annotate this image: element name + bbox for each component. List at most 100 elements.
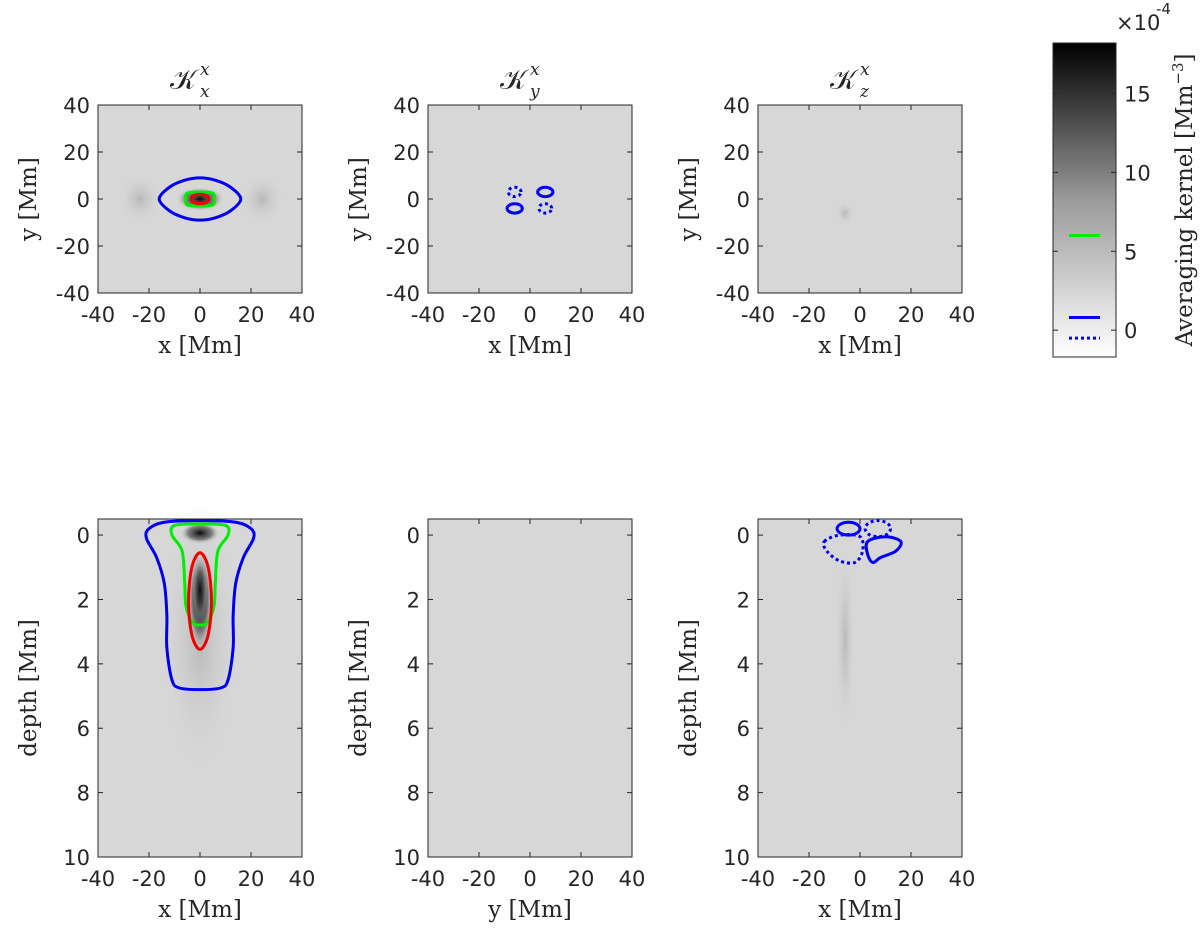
title: 𝒦 (830, 63, 860, 96)
x-axis-label: x [Mm] (818, 897, 902, 923)
x-tick-label: -20 (132, 303, 166, 327)
title-sup: x (200, 60, 210, 80)
axes-box (97, 104, 303, 294)
y-tick-label: 0 (737, 188, 750, 212)
y-tick-label: 8 (737, 782, 750, 806)
contour (863, 519, 893, 539)
y-tick-label: 10 (723, 846, 750, 870)
colorbar-tick-label: 15 (1124, 82, 1151, 106)
y-tick-label: 8 (77, 782, 90, 806)
y-tick-label: 4 (407, 653, 420, 677)
x-tick-label: -40 (81, 867, 115, 891)
colorbar-label-text: Averaging kernel [Mm (1172, 84, 1198, 347)
y-tick-label: 0 (737, 524, 750, 548)
y-tick-label: 4 (737, 653, 750, 677)
y-tick-label: -20 (716, 235, 750, 259)
shade (835, 540, 855, 740)
contour (157, 176, 243, 222)
x-axis-label: x [Mm] (158, 897, 242, 923)
shade (118, 173, 162, 225)
x-axis-label: x [Mm] (488, 333, 572, 359)
y-tick-label: 0 (77, 188, 90, 212)
y-tick-label: 40 (723, 94, 750, 118)
shade (193, 560, 207, 620)
x-tick-label: 20 (568, 303, 595, 327)
colorbar-tick-label: 5 (1124, 240, 1137, 264)
x-tick-label: -40 (411, 867, 445, 891)
y-tick-label: 6 (407, 717, 420, 741)
x-tick-label: 0 (523, 303, 536, 327)
x-tick-label: 0 (193, 303, 206, 327)
x-tick-label: 20 (898, 867, 925, 891)
x-tick-label: 40 (949, 867, 976, 891)
y-tick-label: -20 (386, 235, 420, 259)
y-tick-label: 0 (77, 524, 90, 548)
title: 𝒦 (500, 63, 530, 96)
y-axis-label: depth [Mm] (346, 619, 372, 757)
axes-box (757, 104, 963, 294)
y-tick-label: 40 (393, 94, 420, 118)
y-tick-label: 2 (737, 588, 750, 612)
x-tick-label: 40 (289, 303, 316, 327)
y-tick-label: 20 (393, 141, 420, 165)
axes-box (757, 518, 963, 858)
x-tick-label: 0 (523, 867, 536, 891)
contour (144, 519, 256, 692)
colorbar (1052, 42, 1117, 358)
y-tick-label: 0 (407, 524, 420, 548)
shade (180, 522, 220, 544)
x-tick-label: 20 (898, 303, 925, 327)
x-axis-label: y [Mm] (487, 897, 572, 923)
x-tick-label: -20 (792, 303, 826, 327)
title-sup: x (860, 60, 870, 80)
axes-box (427, 518, 633, 858)
x-tick-label: -40 (741, 303, 775, 327)
y-tick-label: -20 (56, 235, 90, 259)
colorbar-label-end: ] (1172, 54, 1198, 63)
colorbar-exponent: ×10 (1116, 11, 1160, 35)
contour (184, 190, 216, 208)
x-tick-label: 20 (568, 867, 595, 891)
x-tick-label: -40 (741, 867, 775, 891)
colorbar-exponent-power: -4 (1156, 0, 1171, 18)
x-tick-label: -20 (792, 867, 826, 891)
x-tick-label: 0 (853, 867, 866, 891)
colorbar-tick-label: 10 (1124, 161, 1151, 185)
y-tick-label: 20 (63, 141, 90, 165)
x-tick-label: -20 (132, 867, 166, 891)
axes-box (97, 518, 303, 858)
x-tick-label: 0 (193, 867, 206, 891)
colorbar-label: Averaging kernel [Mm−3] (1169, 54, 1198, 348)
x-tick-label: -40 (411, 303, 445, 327)
contour (187, 551, 213, 651)
shade (240, 173, 284, 225)
plot-background (428, 105, 632, 293)
y-tick-label: -40 (386, 282, 420, 306)
y-tick-label: 6 (77, 717, 90, 741)
title: 𝒦 (170, 63, 200, 96)
y-tick-label: -40 (56, 282, 90, 306)
y-tick-label: 40 (63, 94, 90, 118)
title-sub: z (859, 82, 870, 102)
x-tick-label: 0 (853, 303, 866, 327)
y-tick-label: 2 (77, 588, 90, 612)
y-axis-label: y [Mm] (16, 157, 42, 242)
colorbar-tick-label: 0 (1124, 319, 1137, 343)
y-tick-label: -40 (716, 282, 750, 306)
contour (821, 533, 865, 565)
plot-background (428, 519, 632, 857)
y-tick-label: 10 (393, 846, 420, 870)
backgrounds (98, 105, 962, 857)
x-tick-label: -20 (462, 303, 496, 327)
y-axis-label: y [Mm] (676, 157, 702, 242)
x-tick-label: 40 (949, 303, 976, 327)
x-tick-label: -20 (462, 867, 496, 891)
x-axis-label: x [Mm] (818, 333, 902, 359)
shade (835, 201, 855, 225)
x-tick-label: -40 (81, 303, 115, 327)
y-axis-label: depth [Mm] (676, 619, 702, 757)
y-tick-label: 0 (407, 188, 420, 212)
